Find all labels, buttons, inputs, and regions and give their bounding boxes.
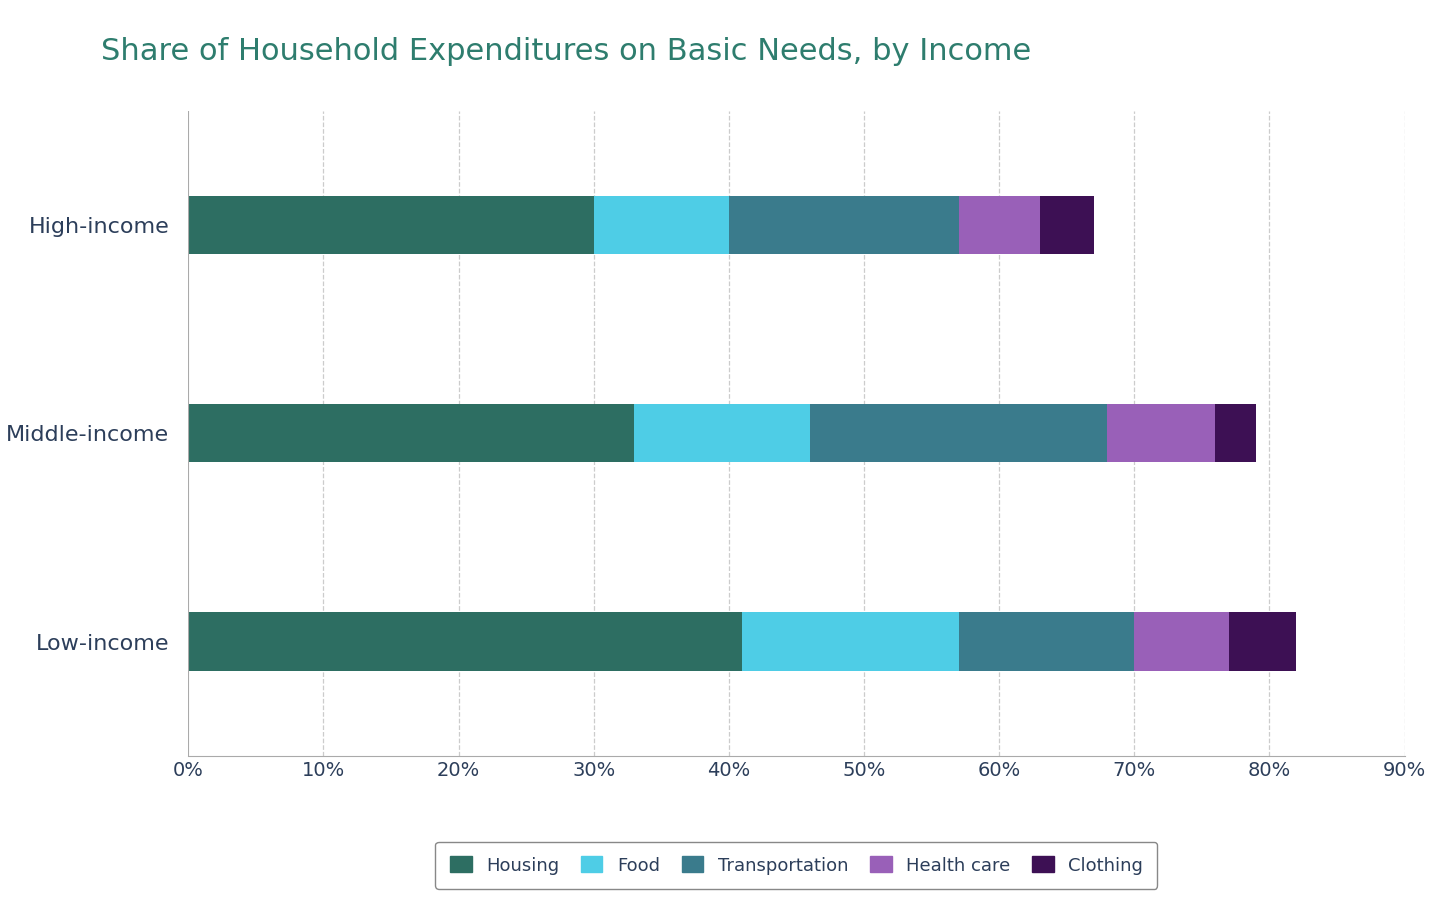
Bar: [634, 404, 809, 463]
Bar: [188, 196, 594, 254]
Bar: [594, 196, 728, 254]
Bar: [809, 404, 1108, 463]
Bar: [959, 196, 1040, 254]
Bar: [188, 612, 743, 670]
Bar: [959, 612, 1134, 670]
Bar: [1040, 196, 1093, 254]
Bar: [743, 612, 959, 670]
Bar: [1134, 612, 1229, 670]
Legend: Housing, Food, Transportation, Health care, Clothing: Housing, Food, Transportation, Health ca…: [436, 842, 1157, 889]
Text: Share of Household Expenditures on Basic Needs, by Income: Share of Household Expenditures on Basic…: [101, 37, 1031, 65]
Bar: [188, 404, 634, 463]
Bar: [728, 196, 959, 254]
Bar: [1108, 404, 1215, 463]
Bar: [1229, 612, 1296, 670]
Bar: [1215, 404, 1255, 463]
